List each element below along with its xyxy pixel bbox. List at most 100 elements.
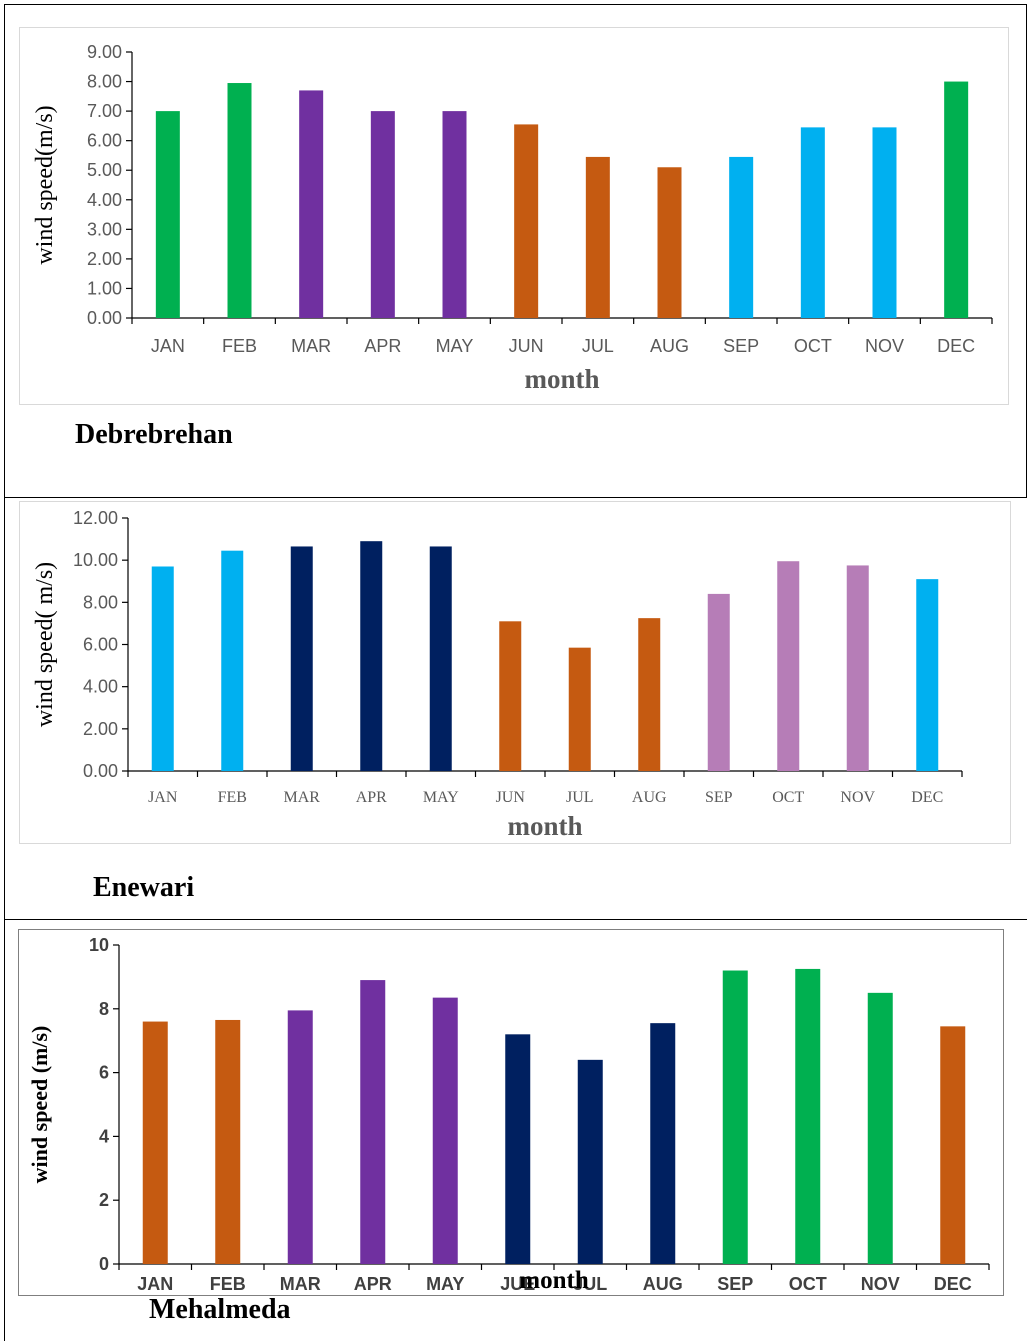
bar-may xyxy=(442,111,467,318)
x-tick-label: OCT xyxy=(789,1274,827,1294)
bar-aug xyxy=(650,1023,676,1264)
y-tick-label: 6.00 xyxy=(83,635,118,655)
y-tick-label: 4 xyxy=(99,1126,109,1146)
y-tick-label: 7.00 xyxy=(87,101,122,121)
bar-feb xyxy=(227,83,252,319)
y-tick-label: 8.00 xyxy=(83,592,118,612)
y-tick-label: 8 xyxy=(99,999,109,1019)
y-tick-label: 2.00 xyxy=(87,249,122,269)
bar-mar xyxy=(287,1010,313,1264)
chart-debrebrehan: 0.00 1.00 2.00 3.00 4.00 5.00 6.00 7.00 8.00 9.00… xyxy=(19,27,1009,405)
y-tick-label: 6.00 xyxy=(87,131,122,151)
x-tick-label: MAY xyxy=(423,789,459,806)
bar-jun xyxy=(514,124,539,319)
bar-oct xyxy=(777,561,800,771)
x-axis-title: month xyxy=(507,811,582,841)
bar-jul xyxy=(577,1059,603,1264)
bar-jan xyxy=(151,566,174,771)
chart-svg-enewari: 0.00 2.00 4.00 6.00 8.00 10.00 12.00 JAN FEB MAR A… xyxy=(32,508,963,841)
x-tick-label: MAR xyxy=(280,1274,321,1294)
bar-feb xyxy=(221,550,244,771)
x-tick-label: FEB xyxy=(218,789,247,806)
chart-mehalmeda: 0 2 4 6 8 10 JAN FEB MAR APR MAY JUE JUL AUG SEP OCT NOV… xyxy=(18,929,1004,1296)
bar-jan xyxy=(155,111,180,318)
x-tick-label: JUN xyxy=(496,789,526,806)
figure-cell-enewari: 0.00 2.00 4.00 6.00 8.00 10.00 12.00 JAN FEB MAR A… xyxy=(4,497,1027,919)
x-tick-label: SEP xyxy=(723,336,759,356)
x-tick-label: MAY xyxy=(436,336,474,356)
x-tick-label: SEP xyxy=(717,1274,753,1294)
chart-caption: Debrebrehan xyxy=(75,419,233,450)
figure-cell-debrebrehan: 0.00 1.00 2.00 3.00 4.00 5.00 6.00 7.00 8.00 9.00… xyxy=(4,4,1027,497)
x-tick-label: AUG xyxy=(650,336,689,356)
chart-svg-debrebrehan: 0.00 1.00 2.00 3.00 4.00 5.00 6.00 7.00 8.00 9.00… xyxy=(32,42,993,394)
x-tick-label: NOV xyxy=(840,789,875,806)
y-tick-label: 4.00 xyxy=(83,677,118,697)
bar-jul xyxy=(585,156,610,318)
x-tick-label: AUG xyxy=(632,789,667,806)
y-tick-label: 5.00 xyxy=(87,160,122,180)
bar-feb xyxy=(215,1019,241,1264)
bar-nov xyxy=(867,992,893,1264)
bar-oct xyxy=(800,127,825,318)
x-tick-label: JUL xyxy=(566,789,594,806)
y-tick-label: 1.00 xyxy=(87,278,122,298)
y-tick-label: 3.00 xyxy=(87,219,122,239)
x-tick-label: MAY xyxy=(426,1274,464,1294)
bar-apr xyxy=(370,111,395,318)
y-axis-title: wind speed(m/s) xyxy=(32,105,58,264)
bar-dec xyxy=(916,579,939,771)
x-tick-label: JUL xyxy=(573,1274,607,1294)
bar-jan xyxy=(142,1021,168,1264)
bar-mar xyxy=(299,90,324,318)
bar-may xyxy=(429,546,452,771)
bar-sep xyxy=(707,593,730,771)
x-axis-title: month xyxy=(524,364,599,394)
x-tick-label: FEB xyxy=(210,1274,246,1294)
bar-aug xyxy=(638,618,661,771)
chart-enewari: 0.00 2.00 4.00 6.00 8.00 10.00 12.00 JAN FEB MAR A… xyxy=(19,501,1011,844)
y-tick-label: 2 xyxy=(99,1190,109,1210)
x-tick-label: FEB xyxy=(222,336,257,356)
bar-apr xyxy=(360,541,383,771)
x-tick-label: JAN xyxy=(137,1274,173,1294)
bar-nov xyxy=(846,565,869,771)
bar-aug xyxy=(657,167,682,318)
bar-dec xyxy=(940,1026,966,1264)
bar-oct xyxy=(795,968,821,1264)
x-tick-label: DEC xyxy=(934,1274,972,1294)
chart-svg-mehalmeda: 0 2 4 6 8 10 JAN FEB MAR APR MAY JUE JUL AUG SEP OCT NOV… xyxy=(27,935,990,1294)
x-tick-label: NOV xyxy=(865,336,904,356)
x-tick-label: JAN xyxy=(148,789,178,806)
chart-caption: Enewari xyxy=(93,872,195,903)
x-axis-title: month xyxy=(519,1267,589,1294)
x-tick-label: APR xyxy=(354,1274,392,1294)
y-tick-label: 4.00 xyxy=(87,190,122,210)
x-tick-label: OCT xyxy=(794,336,832,356)
bar-sep xyxy=(729,156,754,318)
bar-jul xyxy=(568,647,591,771)
x-tick-label: JUE xyxy=(500,1274,535,1294)
x-tick-label: MAR xyxy=(284,789,321,806)
x-tick-label: JUL xyxy=(582,336,614,356)
x-tick-label: JUN xyxy=(509,336,544,356)
y-tick-label: 2.00 xyxy=(83,719,118,739)
x-tick-label: JAN xyxy=(151,336,185,356)
x-tick-label: APR xyxy=(356,789,387,806)
x-tick-label: DEC xyxy=(911,789,943,806)
x-tick-label: DEC xyxy=(937,336,975,356)
bar-mar xyxy=(290,546,313,771)
chart-caption: Mehalmeda xyxy=(149,1294,291,1325)
y-tick-label: 0 xyxy=(99,1254,109,1274)
y-axis-title: wind speed (m/s) xyxy=(27,1026,52,1184)
bar-dec xyxy=(944,81,969,318)
bar-apr xyxy=(360,980,386,1264)
x-tick-label: OCT xyxy=(772,789,804,806)
bar-sep xyxy=(722,970,748,1264)
y-tick-label: 0.00 xyxy=(87,308,122,328)
y-tick-label: 10 xyxy=(89,935,109,955)
x-tick-label: AUG xyxy=(643,1274,683,1294)
y-tick-label: 0.00 xyxy=(83,761,118,781)
x-tick-label: SEP xyxy=(705,789,733,806)
y-tick-label: 10.00 xyxy=(73,550,118,570)
